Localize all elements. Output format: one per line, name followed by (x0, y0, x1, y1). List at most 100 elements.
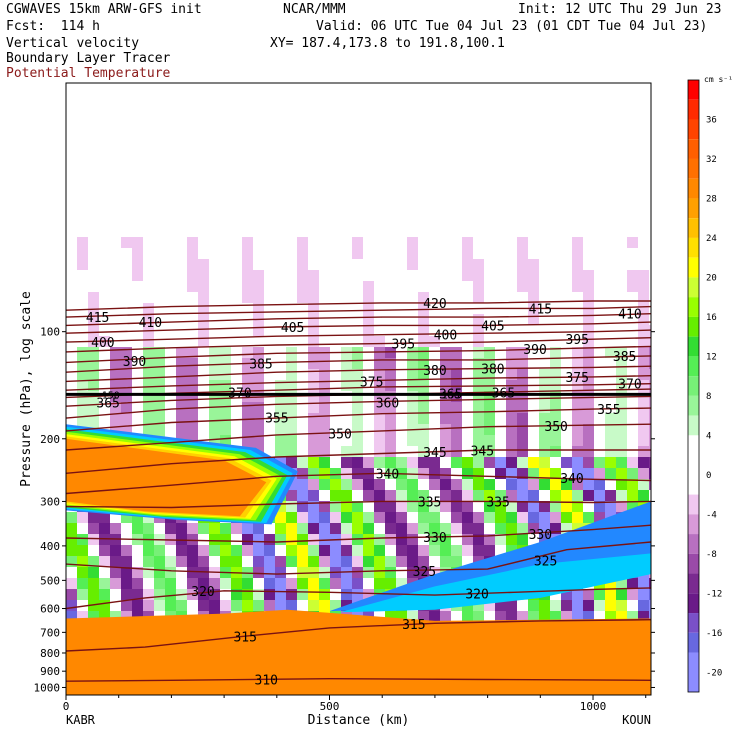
velocity-cell (330, 545, 342, 557)
velocity-cell (198, 105, 210, 117)
velocity-cell (319, 358, 331, 370)
velocity-cell (572, 248, 584, 260)
velocity-cell (627, 83, 639, 95)
velocity-cell (385, 567, 397, 579)
velocity-cell (385, 391, 397, 403)
velocity-cell (550, 138, 562, 150)
velocity-cell (154, 182, 166, 194)
velocity-cell (583, 237, 595, 249)
velocity-cell (198, 358, 210, 370)
velocity-cell (352, 94, 364, 106)
velocity-cell (407, 380, 419, 392)
velocity-cell (143, 545, 155, 557)
velocity-cell (594, 171, 606, 183)
velocity-cell (627, 94, 639, 106)
velocity-cell (495, 534, 507, 546)
velocity-cell (495, 347, 507, 359)
velocity-cell (473, 402, 485, 414)
velocity-cell (407, 336, 419, 348)
velocity-cell (275, 402, 287, 414)
velocity-cell (605, 237, 617, 249)
velocity-cell (330, 578, 342, 590)
velocity-cell (418, 259, 430, 271)
velocity-cell (308, 424, 320, 436)
velocity-cell (275, 578, 287, 590)
velocity-cell (110, 545, 122, 557)
velocity-cell (583, 479, 595, 491)
velocity-cell (418, 292, 430, 304)
velocity-cell (330, 391, 342, 403)
velocity-cell (429, 94, 441, 106)
velocity-cell (605, 182, 617, 194)
velocity-cell (407, 292, 419, 304)
velocity-cell (308, 215, 320, 227)
velocity-cell (638, 292, 650, 304)
velocity-cell (385, 435, 397, 447)
velocity-cell (539, 259, 551, 271)
velocity-cell (121, 204, 133, 216)
theta-contour-400 (66, 329, 651, 343)
velocity-cell (187, 314, 199, 326)
velocity-cell (110, 578, 122, 590)
velocity-cell (297, 303, 309, 315)
velocity-cell (418, 83, 430, 95)
velocity-cell (363, 424, 375, 436)
velocity-cell (539, 457, 551, 469)
velocity-cell (165, 358, 177, 370)
velocity-cell (484, 600, 496, 612)
velocity-cell (187, 424, 199, 436)
velocity-cell (198, 270, 210, 282)
velocity-cell (396, 567, 408, 579)
velocity-cell (627, 380, 639, 392)
velocity-cell (275, 105, 287, 117)
colorbar-tick-label: 16 (706, 313, 717, 323)
velocity-cell (473, 490, 485, 502)
velocity-cell (517, 424, 529, 436)
theta-label: 350 (328, 427, 351, 442)
velocity-cell (550, 215, 562, 227)
velocity-cell (187, 336, 199, 348)
velocity-cell (583, 94, 595, 106)
velocity-cell (132, 215, 144, 227)
velocity-cell (231, 545, 243, 557)
velocity-cell (110, 237, 122, 249)
velocity-cell (649, 446, 651, 458)
velocity-cell (154, 424, 166, 436)
velocity-cell (495, 512, 507, 524)
velocity-cell (165, 259, 177, 271)
velocity-cell (473, 347, 485, 359)
velocity-cell (638, 479, 650, 491)
velocity-cell (231, 435, 243, 447)
velocity-cell (275, 215, 287, 227)
velocity-cell (539, 325, 551, 337)
velocity-cell (616, 105, 628, 117)
velocity-cell (319, 589, 331, 601)
velocity-cell (495, 116, 507, 128)
velocity-cell (572, 171, 584, 183)
velocity-cell (352, 204, 364, 216)
velocity-cell (286, 204, 298, 216)
velocity-cell (385, 138, 397, 150)
velocity-cell (462, 281, 474, 293)
velocity-cell (66, 160, 78, 172)
velocity-cell (187, 226, 199, 238)
theta-label: 390 (523, 343, 546, 358)
velocity-cell (385, 105, 397, 117)
velocity-cell (308, 237, 320, 249)
velocity-cell (99, 336, 111, 348)
velocity-cell (220, 215, 232, 227)
velocity-cell (319, 402, 331, 414)
velocity-cell (198, 314, 210, 326)
velocity-cell (407, 193, 419, 205)
velocity-cell (154, 281, 166, 293)
velocity-cell (605, 336, 617, 348)
velocity-cell (264, 292, 276, 304)
velocity-cell (440, 501, 452, 513)
velocity-cell (242, 149, 254, 161)
velocity-cell (66, 193, 78, 205)
velocity-cell (572, 479, 584, 491)
velocity-cell (418, 501, 430, 513)
velocity-cell (484, 171, 496, 183)
velocity-cell (319, 325, 331, 337)
velocity-cell (484, 424, 496, 436)
